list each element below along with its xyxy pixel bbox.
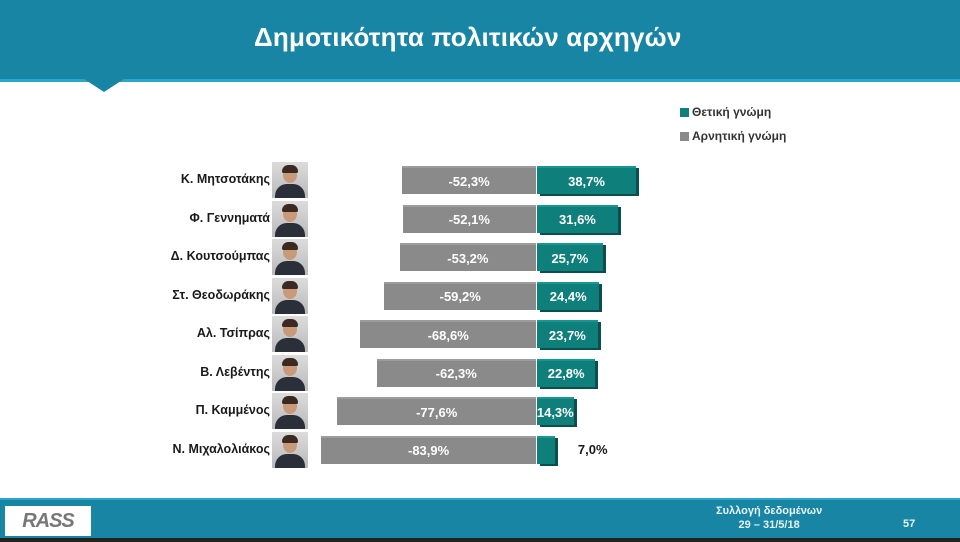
negative-bar: -83,9% <box>321 435 536 464</box>
legend-item-positive: Θετική γνώμη <box>680 104 786 120</box>
title-banner: Δημοτικότητα πολιτικών αρχηγών <box>0 0 960 82</box>
positive-bar: 24,4% <box>537 281 600 310</box>
positive-value: 31,6% <box>559 212 596 227</box>
positive-bar <box>537 435 555 464</box>
negative-value: -68,6% <box>427 327 469 343</box>
chart-row: Δ. Κουτσούμπας -53,2% 25,7% <box>0 239 960 275</box>
negative-value: -52,3% <box>448 173 490 189</box>
leader-photo <box>272 431 308 468</box>
positive-value: 25,7% <box>551 250 589 266</box>
leader-photo <box>272 239 308 275</box>
banner-notch <box>84 79 124 92</box>
negative-bar: -53,2% <box>399 243 536 271</box>
data-collection-info: Συλλογή δεδομένων 29 – 31/5/18 <box>716 504 822 532</box>
chart-row: Στ. Θεοδωράκης -59,2% 24,4% <box>0 277 960 314</box>
chart-row: Β. Λεβέντης -62,3% 22,8% <box>0 354 960 391</box>
leader-photo <box>272 316 308 352</box>
positive-value: 7,0% <box>577 441 608 457</box>
legend-item-negative: Αρνητική γνώμη <box>680 128 786 144</box>
positive-value: 14,3% <box>536 404 574 420</box>
legend-label: Θετική γνώμη <box>692 105 772 119</box>
negative-bar: -77,6% <box>337 397 536 425</box>
leader-photo <box>272 354 308 391</box>
leader-name: Π. Καμμένος <box>195 403 270 417</box>
positive-bar: 31,6% <box>537 204 618 233</box>
negative-bar: -68,6% <box>360 320 536 348</box>
leader-name: Φ. Γεννηματά <box>189 210 270 225</box>
positive-value: 24,4% <box>549 289 587 304</box>
negative-bar: -52,1% <box>402 204 536 233</box>
leader-name: Β. Λεβέντης <box>200 364 270 379</box>
leader-photo <box>272 393 308 429</box>
chart-legend: Θετική γνώμη Αρνητική γνώμη <box>680 104 786 152</box>
chart-row: Αλ. Τσίπρας -68,6% 23,7% <box>0 316 960 352</box>
leader-photo <box>272 277 308 314</box>
positive-value: 38,7% <box>568 173 605 189</box>
footer-edge <box>0 538 960 542</box>
negative-value: -77,6% <box>416 404 458 420</box>
leader-name: Ν. Μιχαλολιάκος <box>172 441 270 456</box>
collection-label: Συλλογή δεδομένων <box>716 505 823 517</box>
negative-value: -62,3% <box>435 366 477 381</box>
positive-bar: 22,8% <box>537 358 596 387</box>
positive-bar: 23,7% <box>537 320 598 348</box>
legend-swatch-positive <box>680 107 689 117</box>
negative-bar: -62,3% <box>376 358 536 387</box>
leader-name: Στ. Θεοδωράκης <box>172 287 270 302</box>
collection-dates: 29 – 31/5/18 <box>738 519 800 531</box>
leader-photo <box>272 162 308 198</box>
negative-value: -83,9% <box>407 443 450 458</box>
negative-value: -52,1% <box>448 212 490 227</box>
chart-row: Φ. Γεννηματά -52,1% 31,6% <box>0 200 960 237</box>
footer-bar: RASS Συλλογή δεδομένων 29 – 31/5/18 57 <box>0 498 960 540</box>
negative-bar: -59,2% <box>384 281 536 310</box>
page-title: Δημοτικότητα πολιτικών αρχηγών <box>254 22 682 52</box>
leader-name: Κ. Μητσοτάκης <box>180 172 270 186</box>
negative-value: -59,2% <box>439 289 481 304</box>
page-number: 57 <box>903 518 916 530</box>
leader-photo <box>272 200 308 237</box>
negative-value: -53,2% <box>447 250 489 266</box>
chart-row: Κ. Μητσοτάκης -52,3% 38,7% <box>0 162 960 198</box>
positive-bar: 14,3% <box>537 397 574 425</box>
negative-bar: -52,3% <box>402 166 536 194</box>
chart-row: Π. Καμμένος -77,6% 14,3% <box>0 393 960 429</box>
legend-swatch-negative <box>680 131 689 141</box>
rass-logo: RASS <box>5 506 91 536</box>
positive-bar: 38,7% <box>537 166 637 194</box>
chart-row: Ν. Μιχαλολιάκος -83,9% 7,0% <box>0 431 960 468</box>
legend-label: Αρνητική γνώμη <box>692 129 787 143</box>
positive-value: 23,7% <box>548 327 586 343</box>
positive-value: 22,8% <box>547 366 585 381</box>
positive-bar: 25,7% <box>537 243 603 271</box>
leader-name: Αλ. Τσίπρας <box>196 326 270 340</box>
leader-name: Δ. Κουτσούμπας <box>170 249 270 263</box>
